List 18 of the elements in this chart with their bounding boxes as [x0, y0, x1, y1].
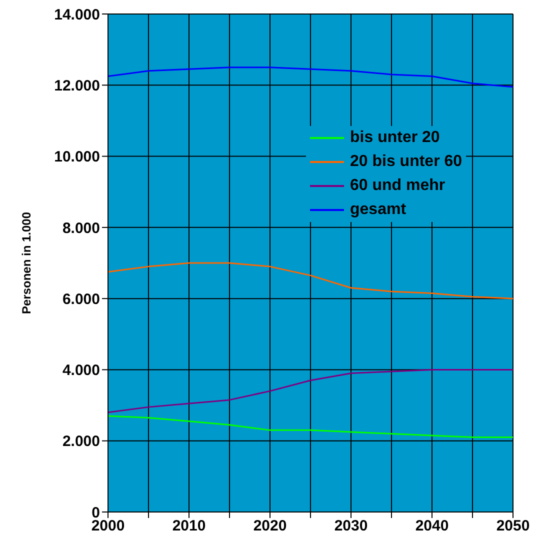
x-tick-label: 2020: [253, 518, 287, 535]
legend-label: bis unter 20: [350, 128, 440, 148]
x-tick-label: 2040: [415, 518, 449, 535]
y-tick-label: 8.000: [62, 220, 100, 237]
y-axis-title: Personen in 1.000: [19, 212, 34, 314]
y-tick-label: 2.000: [62, 433, 100, 450]
legend-label: gesamt: [350, 200, 406, 220]
y-tick-label: 10.000: [54, 148, 100, 166]
x-tick-label: 2030: [334, 518, 368, 535]
y-tick-label: 4.000: [62, 362, 100, 380]
x-tick-label: 2010: [172, 518, 206, 535]
legend-label: 60 und mehr: [350, 176, 446, 196]
x-tick-label: 2050: [496, 518, 530, 535]
y-tick-label: 6.000: [62, 290, 100, 308]
line-series: [108, 415, 513, 438]
y-tick-label: 12.000: [54, 77, 100, 94]
y-tick-label: 14.000: [54, 6, 100, 24]
legend-label: 20 bis unter 60: [350, 152, 462, 172]
